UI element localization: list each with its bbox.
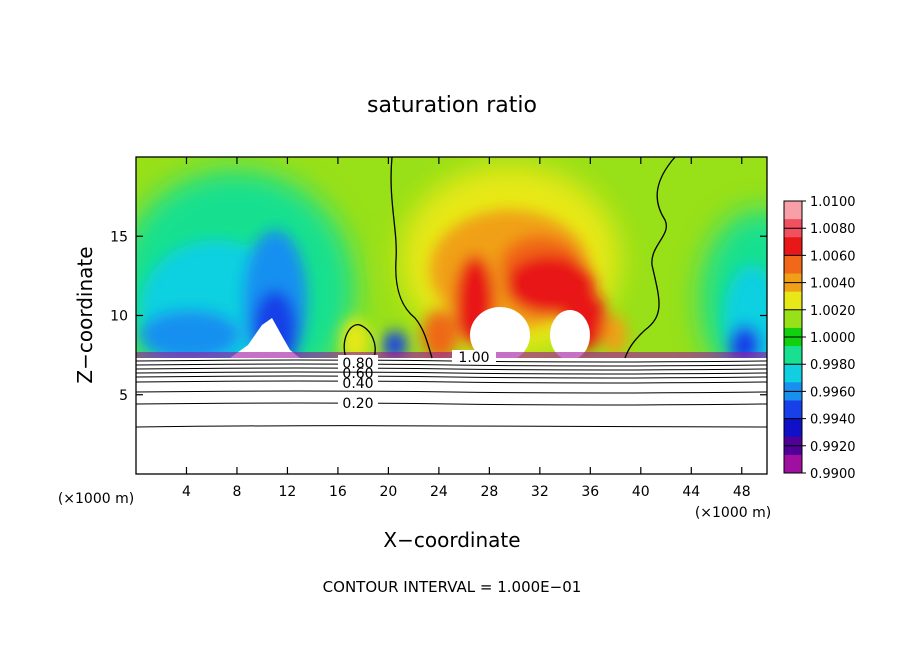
x-tick-label: 36 [581,484,599,500]
x-tick-label: 4 [182,484,191,500]
x-tick-label: 40 [632,484,650,500]
chart-title: saturation ratio [367,93,537,118]
x-tick-label: 48 [733,484,751,500]
colorbar-label: 1.0100 [810,195,856,210]
colorbar-swatch [784,237,802,256]
label-mask [338,374,378,388]
colorbar-label: 0.9900 [810,467,856,482]
contour-lines-lower [135,359,768,428]
colorbar: 1.0100 1.0080 1.0060 1.0040 1.0020 1.0000 0.99… [783,195,856,482]
colorbar-label: 1.0000 [810,331,856,346]
x-tick-label: 44 [682,484,700,500]
x-tick-label: 32 [531,484,549,500]
colorbar-swatch [784,255,802,275]
colorbar-label: 0.9960 [810,385,856,400]
contour-label: 0.60 [342,366,373,382]
colorbar-label: 1.0040 [810,277,856,292]
colorbar-swatch [784,418,802,438]
saturation-field [136,157,767,358]
colorbar-swatch [784,309,802,329]
colorbar-swatch [784,291,802,311]
label-mask [338,355,378,369]
y-tick-label: 15 [110,229,128,245]
x-tick-label: 8 [232,484,241,500]
x-axis-label: X−coordinate [383,528,520,552]
x-tick-label: 24 [430,484,448,500]
x-tick-label: 16 [329,484,347,500]
colorbar-label: 0.9980 [810,358,856,373]
y-tick-label: 5 [119,388,128,404]
x-axis: 4 8 12 16 20 24 28 32 36 40 44 48 [182,157,751,500]
colorbar-swatch [784,400,802,420]
label-mask [338,395,378,409]
y-tick-label: 10 [110,309,128,325]
contour-one [343,156,676,359]
x-tick-label: 12 [279,484,297,500]
contour-label: 0.80 [342,356,373,372]
label-mask [452,350,496,364]
contour-label: 1.00 [458,350,489,366]
contour-interval-footer: CONTOUR INTERVAL = 1.000E−01 [323,578,582,596]
y-axis: 5 10 15 [110,229,767,404]
colorbar-swatch [784,364,802,383]
y-axis-label: Z−coordinate [73,246,97,383]
colorbar-label: 0.9940 [810,413,856,428]
x-tick-label: 28 [480,484,498,500]
colorbar-label: 1.0020 [810,304,856,319]
contour-label: 0.40 [342,376,373,392]
colorbar-swatch [784,201,802,220]
contour-label: 0.20 [342,396,373,412]
x-unit-right: (×1000 m) [695,505,771,521]
colorbar-label: 1.0080 [810,222,856,237]
colorbar-swatch [784,454,802,474]
x-unit-left: (×1000 m) [58,491,134,507]
colorbar-swatch [784,346,802,365]
x-tick-label: 20 [379,484,397,500]
colorbar-label: 0.9920 [810,440,856,455]
colorbar-label: 1.0060 [810,249,856,264]
